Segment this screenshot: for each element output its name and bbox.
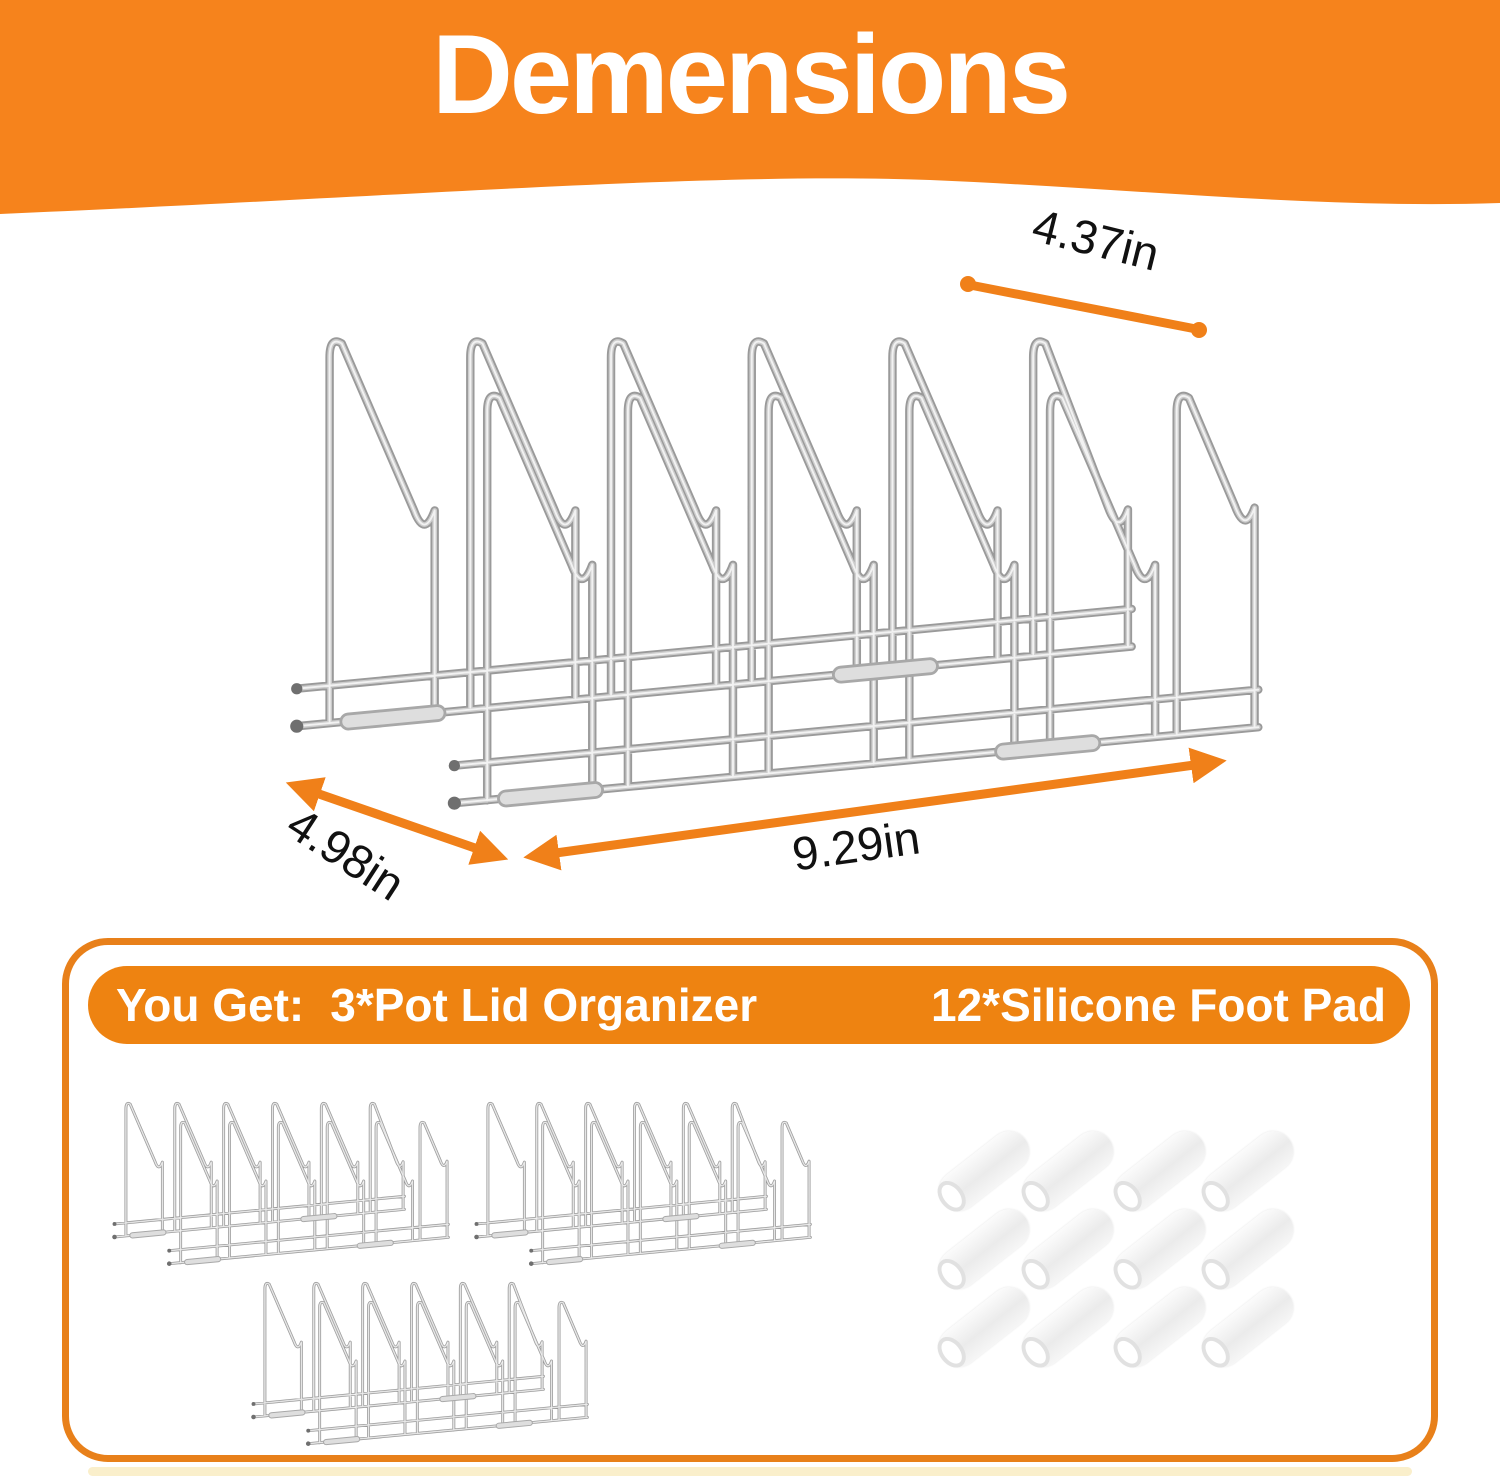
kit-banner: You Get: 3*Pot Lid Organizer 12*Silicone…: [88, 966, 1410, 1044]
footer-band: [88, 1467, 1412, 1476]
pot-lid-organizer-illustration: [278, 268, 1263, 813]
organizer-count-label: 3*Pot Lid Organizer: [330, 979, 758, 1031]
you-get-label: You Get:: [116, 979, 305, 1031]
page-title: Demensions: [432, 12, 1071, 137]
dimension-label-width: 9.29in: [788, 810, 924, 881]
dimension-label-top-depth: 4.37in: [1027, 198, 1165, 281]
dimension-arrow-top-depth: [960, 276, 1207, 338]
footpad-count-label: 12*Silicone Foot Pad: [931, 979, 1386, 1031]
dimension-label-depth: 4.98in: [277, 796, 415, 911]
